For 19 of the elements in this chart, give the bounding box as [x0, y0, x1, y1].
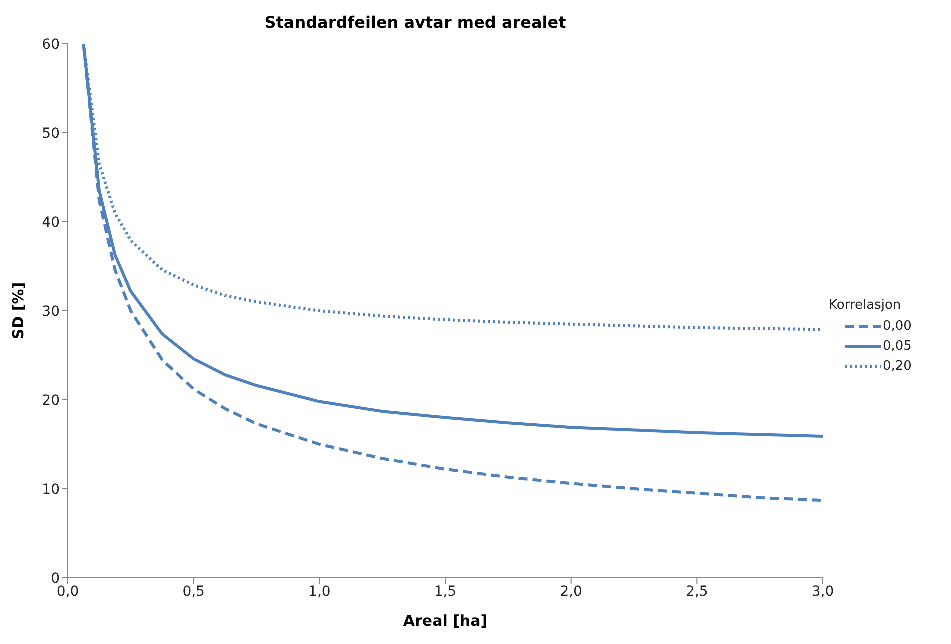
y-tick-label: 30 [42, 304, 60, 320]
y-axis-title: SD [%] [9, 282, 28, 340]
x-tick-label: 1,0 [308, 584, 331, 600]
y-tick-label: 10 [42, 482, 60, 498]
x-axis-title: Areal [ha] [403, 612, 488, 630]
chart-title: Standardfeilen avtar med arealet [264, 12, 568, 34]
legend-label: 0,05 [883, 339, 912, 354]
legend-label: 0,00 [883, 319, 912, 334]
x-tick-label: 2,5 [686, 584, 708, 600]
y-tick-label: 50 [42, 126, 60, 142]
y-tick-label: 60 [42, 36, 60, 53]
x-tick-label: 3,0 [812, 584, 834, 600]
legend-label: 0,20 [883, 359, 912, 374]
x-tick-label: 2,0 [560, 584, 582, 600]
x-tick-label: 0,5 [182, 584, 205, 600]
legend-title: Korrelasjon [829, 298, 902, 312]
x-tick-label: 1,5 [434, 584, 457, 600]
y-tick-label: 20 [42, 392, 60, 409]
y-tick-label: 40 [42, 214, 60, 231]
